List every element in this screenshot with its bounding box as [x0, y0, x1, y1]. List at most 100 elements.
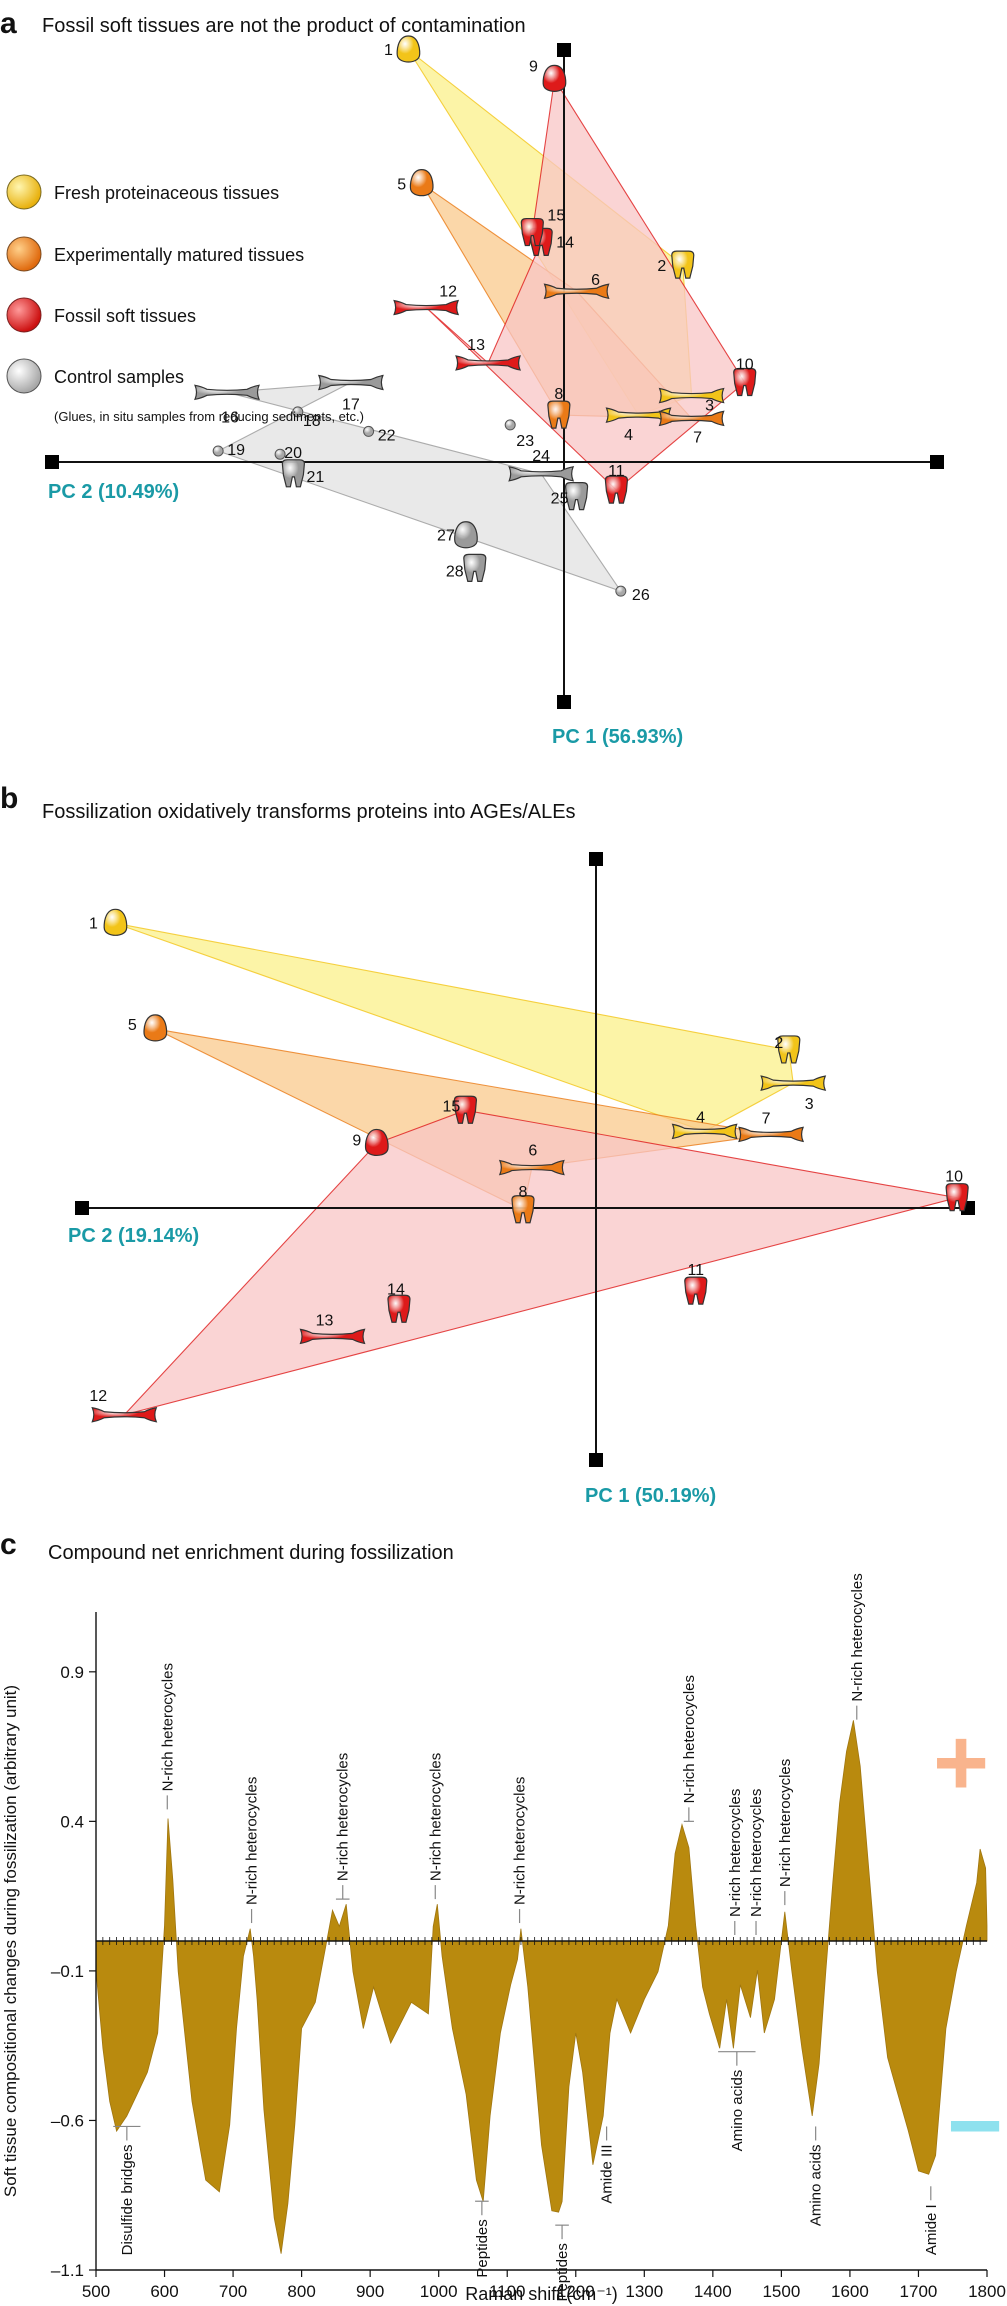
sample-20-label: 20: [284, 445, 302, 462]
sample-23-marker: [504, 419, 516, 431]
sample-8-marker: [511, 1195, 535, 1224]
legend-label-matured: Experimentally matured tissues: [54, 245, 304, 265]
panel-c-letter: c: [0, 1528, 17, 1561]
panel-b: b Fossilization oxidatively transforms p…: [0, 782, 975, 1507]
x-tick-label: 500: [82, 2282, 110, 2301]
panel-c: c Compound net enrichment during fossili…: [0, 1528, 1006, 2304]
sample-25-marker: [564, 482, 589, 511]
x-tick-label: 1300: [625, 2282, 663, 2301]
sample-21-marker: [281, 459, 305, 488]
x-tick-label: 1200: [557, 2282, 595, 2301]
sample-9-label: 9: [529, 58, 538, 75]
sample-2-label: 2: [657, 258, 666, 275]
panel-a-hulls: [216, 49, 746, 593]
sample-7-marker: [658, 410, 725, 427]
sample-15-marker: [453, 1095, 478, 1124]
x-tick-label: 900: [356, 2282, 384, 2301]
sample-5-marker: [409, 169, 434, 197]
sample-12-marker: [393, 299, 460, 316]
annotation-label: N-rich heterocycles: [335, 1753, 352, 1881]
sample-11-marker: [604, 475, 629, 504]
sample-27-marker: [454, 521, 478, 549]
x-tick-label: 1500: [762, 2282, 800, 2301]
legend-swatch-fresh: [6, 174, 42, 210]
sample-26-marker: [615, 585, 627, 597]
sample-7-label: 7: [762, 1110, 771, 1127]
panel-a: a Fossil soft tissues are not the produc…: [0, 7, 944, 748]
sample-16-marker: [194, 384, 260, 401]
sample-5-marker: [143, 1014, 168, 1042]
sample-24-marker: [508, 466, 575, 482]
sample-18-marker: [292, 406, 304, 418]
sample-8-label: 8: [519, 1184, 528, 1201]
legend-label-control: Control samples: [54, 367, 184, 387]
sample-26-label: 26: [632, 587, 650, 604]
legend-label-fossil: Fossil soft tissues: [54, 306, 196, 326]
sample-13-marker: [299, 1328, 366, 1345]
pc1-axis-label: PC 1 (56.93%): [552, 726, 683, 748]
legend-note: (Glues, in situ samples from reducing se…: [54, 409, 364, 424]
sample-9-marker: [542, 64, 567, 92]
annotation-label: N-rich heterocycles: [427, 1753, 444, 1881]
x-tick-label: 600: [150, 2282, 178, 2301]
panel-a-title: Fossil soft tissues are not the product …: [42, 15, 526, 37]
hull-fossil-soft-tissues: [122, 1109, 958, 1416]
sample-10-marker: [733, 367, 757, 397]
sample-6-marker: [498, 1159, 565, 1176]
y-tick-label: –0.6: [51, 2111, 84, 2130]
sample-9-marker: [364, 1128, 389, 1157]
panel-b-letter: b: [0, 782, 18, 815]
x-axis-label: Raman shift (cm⁻¹): [465, 2284, 618, 2304]
sample-1-marker: [396, 35, 421, 63]
annotation-label: N-rich heterocycles: [727, 1789, 744, 1917]
y-axis-label: Soft tissue compositional changes during…: [1, 1685, 20, 2197]
sample-5-label: 5: [397, 177, 406, 194]
sample-10-label: 10: [736, 357, 754, 374]
sample-11-marker: [684, 1276, 708, 1305]
sample-19-marker: [212, 445, 224, 457]
sample-1-label: 1: [89, 915, 98, 932]
sample-11-label: 11: [608, 463, 625, 480]
legend-label-fresh: Fresh proteinaceous tissues: [54, 183, 279, 203]
y-tick-label: –0.1: [51, 1962, 84, 1981]
sample-18-label: 18: [303, 413, 321, 430]
sample-10-label: 10: [945, 1169, 963, 1186]
annotation-label: Peptides: [554, 2243, 571, 2301]
annotation-label: N-rich heterocycles: [681, 1675, 698, 1803]
annotation-label: Peptides: [474, 2219, 491, 2277]
axis-end-marker: [930, 455, 944, 469]
sample-3-marker: [658, 387, 725, 404]
axis-end-marker: [589, 852, 603, 866]
sample-9-label: 9: [352, 1132, 361, 1149]
sample-13-marker: [455, 355, 522, 371]
sample-22-label: 22: [378, 427, 396, 444]
sample-2-marker: [671, 250, 695, 279]
sample-19-label: 19: [227, 442, 245, 459]
annotation-label: N-rich heterocycles: [777, 1759, 794, 1887]
panel-b-title: Fossilization oxidatively transforms pro…: [42, 801, 576, 823]
sample-23-label: 23: [516, 433, 534, 450]
annotation-label: N-rich heterocycles: [849, 1573, 866, 1701]
sample-14-marker: [387, 1294, 411, 1323]
x-tick-label: 800: [287, 2282, 315, 2301]
legend-swatch-fossil: [6, 297, 42, 333]
sample-13-label: 13: [467, 337, 485, 354]
pc2-axis-label: PC 2 (19.14%): [68, 1225, 199, 1247]
sample-1-label: 1: [384, 42, 393, 59]
annotation-label: Amide I: [923, 2204, 940, 2255]
sample-28-label: 28: [446, 563, 464, 580]
annotation-label: N-rich heterocycles: [244, 1777, 261, 1905]
sample-4-label: 4: [696, 1109, 705, 1126]
annotation-label: N-rich heterocycles: [512, 1777, 529, 1905]
depletion-minus-sign: −: [947, 2072, 1003, 2179]
axis-end-marker: [557, 43, 571, 57]
sample-6-label: 6: [528, 1143, 537, 1160]
sample-17-marker: [317, 374, 384, 391]
sample-8-label: 8: [554, 386, 563, 403]
sample-3-marker: [760, 1075, 827, 1091]
sample-1-marker: [103, 908, 128, 936]
sample-25-label: 25: [551, 491, 569, 508]
